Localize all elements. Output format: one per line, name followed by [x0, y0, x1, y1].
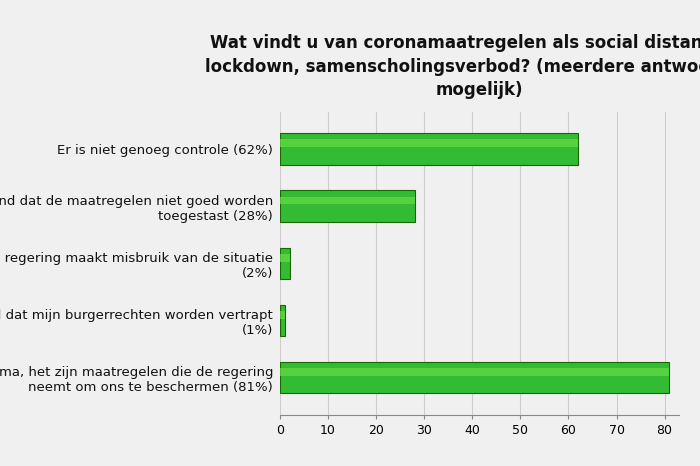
- Bar: [280, 191, 414, 222]
- Bar: [280, 197, 414, 205]
- Bar: [280, 133, 578, 164]
- Bar: [280, 247, 290, 279]
- Bar: [280, 305, 285, 336]
- Title: Wat vindt u van coronamaatregelen als social distancing,
lockdown, samenscholing: Wat vindt u van coronamaatregelen als so…: [205, 34, 700, 99]
- Bar: [280, 139, 578, 147]
- Bar: [280, 254, 290, 261]
- Bar: [280, 368, 669, 376]
- Bar: [280, 311, 285, 319]
- Bar: [280, 362, 669, 393]
